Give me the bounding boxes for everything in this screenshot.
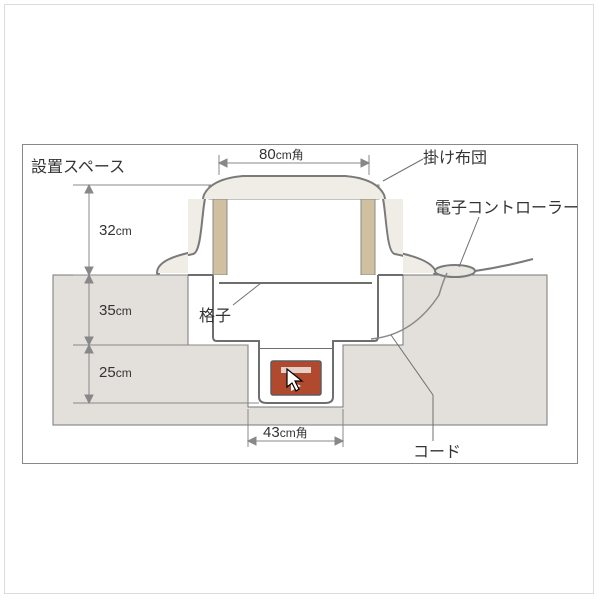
label-cord: コード (413, 444, 461, 461)
leader-blanket (383, 159, 423, 181)
dim-35-label: 35cm (99, 302, 132, 319)
install-diagram: 80cm角 32cm 35cm 25cm 43cm角 掛け布団 電子コントローラ… (23, 145, 577, 463)
cursor-icon (285, 367, 305, 393)
blanket-fill (158, 177, 435, 273)
panel-title: 設置スペース (31, 153, 125, 177)
dim-top-width-label: 80cm角 (259, 146, 304, 163)
leader-controller (459, 217, 479, 267)
controller (435, 259, 533, 277)
dim-32-label: 32cm (99, 222, 132, 239)
label-grid: 格子 (199, 307, 231, 325)
pit-inner (213, 275, 378, 349)
diagram-panel: 設置スペース (22, 144, 578, 464)
dim-bottom-width-label: 43cm角 (263, 424, 308, 441)
dim-32 (85, 185, 93, 275)
dim-25-label: 25cm (99, 364, 132, 381)
label-blanket: 掛け布団 (423, 149, 487, 167)
label-controller: 電子コントローラー (435, 199, 577, 217)
